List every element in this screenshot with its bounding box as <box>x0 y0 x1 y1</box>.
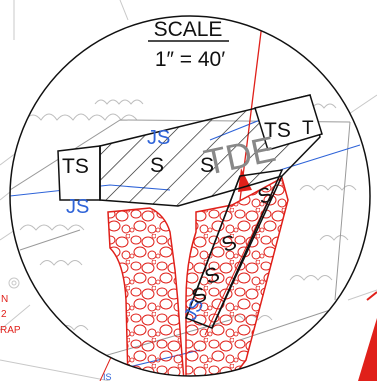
hatched-structure <box>57 94 323 329</box>
label-t-right: T <box>302 118 314 139</box>
label-js-top: JS <box>147 127 170 149</box>
detail-circle <box>9 15 371 377</box>
label-ts-left: TS <box>62 155 89 178</box>
riprap-area <box>107 176 289 376</box>
tree-line <box>19 99 357 331</box>
label-js-left: JS <box>66 196 89 218</box>
label-s-1: S <box>150 154 164 177</box>
red-edge-marks <box>99 291 377 381</box>
edge-label-2: 2 <box>1 309 7 320</box>
scale-ratio: 1″ = 40′ <box>155 48 225 71</box>
scale-title: SCALE <box>154 18 223 41</box>
label-s-2: S <box>200 154 214 177</box>
label-is: IS <box>103 372 112 381</box>
label-ts-right: TS <box>264 119 291 142</box>
edge-label-n: N <box>1 294 8 305</box>
edge-label-rap: RAP <box>0 325 21 336</box>
scale-block: SCALE 1″ = 40′ <box>148 18 229 71</box>
